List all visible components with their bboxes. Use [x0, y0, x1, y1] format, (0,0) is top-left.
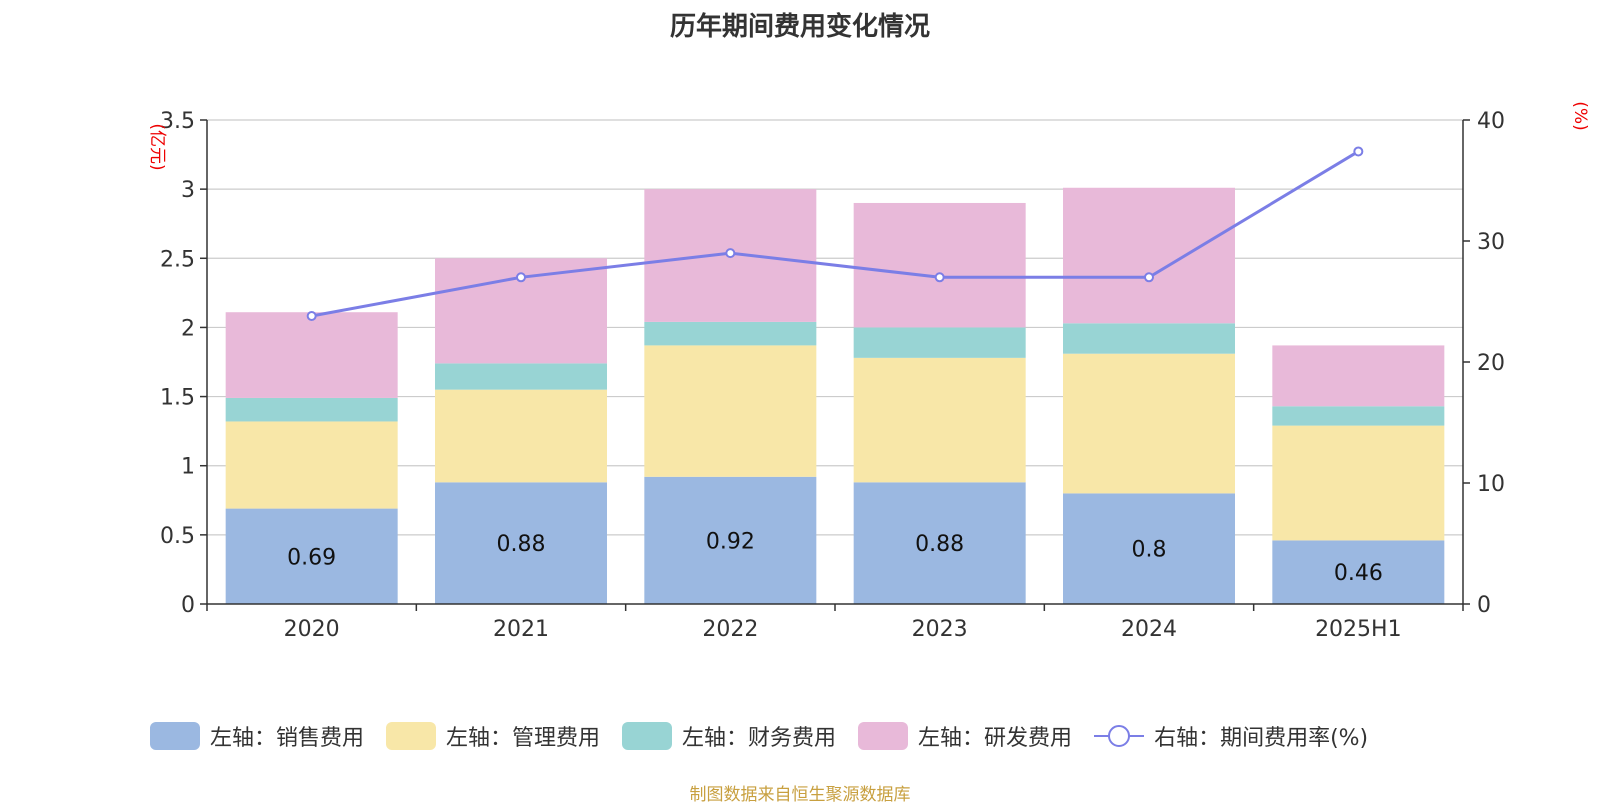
rate-point-2023: [934, 272, 945, 283]
bar-segment-0-2021: [435, 482, 607, 604]
bar-segment-0-2025H1: [1272, 540, 1445, 604]
bar-segment-2-2025H1: [1272, 406, 1445, 426]
legend-swatch-sales: [150, 722, 200, 750]
bar-segment-2-2023: [853, 327, 1026, 358]
right-axis-tick-label: 0: [1477, 593, 1491, 618]
bar-segment-2-2022: [644, 321, 817, 346]
rate-line: [311, 150, 1360, 318]
x-axis-tick-label: 2020: [284, 617, 340, 642]
bar-segment-1-2025H1: [1272, 425, 1445, 541]
legend-item-rate[interactable]: 右轴：期间费用率(%): [1094, 720, 1368, 752]
legend-item-rnd[interactable]: 左轴：研发费用: [858, 720, 1072, 752]
left-axis-tick-label: 3.5: [160, 109, 195, 134]
right-axis-tick-label: 10: [1477, 472, 1505, 497]
right-axis-tick-label: 40: [1477, 109, 1505, 134]
legend-item-finance[interactable]: 左轴：财务费用: [622, 720, 836, 752]
legend-item-sales[interactable]: 左轴：销售费用: [150, 720, 364, 752]
left-axis-tick-label: 0.5: [160, 524, 195, 549]
rate-point-2024: [1144, 272, 1154, 283]
right-axis-unit-label: (%): [1570, 101, 1590, 130]
bar-segment-0-2022: [644, 476, 817, 604]
bar-segment-3-2025H1: [1272, 345, 1445, 407]
x-axis-tick-label: 2021: [493, 617, 549, 642]
rate-point-2021: [516, 272, 526, 283]
bar-segment-2-2024: [1063, 323, 1235, 354]
chart-plot: 0 0.5 1 1.5 2 2.5 3 3.5 0 10 20 30 40 (亿元) (%) 0.69 2020…: [147, 101, 1590, 642]
left-axis-tick-label: 2.5: [160, 247, 195, 272]
x-axis-tick-label: 2025H1: [1315, 617, 1402, 642]
left-axis-tick-label: 3: [181, 178, 195, 203]
bar-segment-1-2021: [435, 389, 607, 483]
bar-segment-3-2024: [1063, 187, 1235, 324]
bar-segment-1-2024: [1063, 353, 1235, 494]
data-label-2024: 0.8: [1132, 538, 1167, 563]
data-label-2025H1: 0.46: [1334, 561, 1383, 586]
bar-segment-3-2020: [225, 312, 398, 398]
data-label-2020: 0.69: [287, 545, 336, 570]
right-axis-tick-label: 20: [1477, 351, 1505, 376]
right-axis-tick-label: 30: [1477, 230, 1505, 255]
legend-label-rate: 右轴：期间费用率(%): [1154, 726, 1369, 751]
bar-segment-1-2022: [644, 345, 817, 477]
rate-point-2020: [306, 311, 317, 322]
bar-segment-0-2024: [1063, 493, 1235, 604]
left-axis-unit-label: (亿元): [147, 123, 167, 170]
data-label-2021: 0.88: [497, 532, 546, 557]
left-axis-tick-label: 1.5: [160, 386, 195, 411]
bar-segment-1-2020: [225, 421, 398, 509]
rate-point-2022: [725, 248, 736, 259]
source-note: 制图数据来自恒生聚源数据库: [689, 785, 911, 805]
chart-title: 历年期间费用变化情况: [669, 12, 930, 42]
rate-point-2025H1: [1353, 146, 1364, 157]
left-axis-tick-label: 0: [181, 593, 195, 618]
data-label-2023: 0.88: [915, 532, 964, 557]
legend-swatch-rate: [1094, 722, 1145, 750]
left-axis-tick-label: 2: [181, 316, 195, 341]
bar-segment-1-2023: [853, 357, 1026, 483]
bar-segment-2-2020: [225, 397, 398, 422]
x-axis-tick-label: 2022: [702, 617, 758, 642]
legend-label-admin: 左轴：管理费用: [446, 726, 601, 751]
legend-label-sales: 左轴：销售费用: [210, 726, 365, 751]
chart-legend: 左轴：销售费用 左轴：管理费用 左轴：财务费用 左轴：研发费用 右轴：期间费用率…: [150, 720, 1390, 752]
legend-swatch-rnd: [858, 722, 909, 750]
legend-swatch-finance: [622, 722, 673, 750]
bar-segment-0-2023: [853, 482, 1026, 604]
bar-segment-0-2020: [225, 508, 398, 604]
legend-label-finance: 左轴：财务费用: [682, 726, 837, 751]
x-axis-tick-label: 2023: [912, 617, 968, 642]
data-label-2022: 0.92: [706, 529, 755, 554]
bar-segment-2-2021: [435, 363, 607, 390]
x-axis-tick-label: 2024: [1121, 617, 1177, 642]
bar-segment-3-2023: [853, 202, 1026, 328]
legend-swatch-admin: [386, 722, 437, 750]
left-axis-tick-label: 1: [181, 455, 195, 480]
legend-item-admin[interactable]: 左轴：管理费用: [386, 720, 600, 752]
legend-label-rnd: 左轴：研发费用: [918, 726, 1073, 751]
